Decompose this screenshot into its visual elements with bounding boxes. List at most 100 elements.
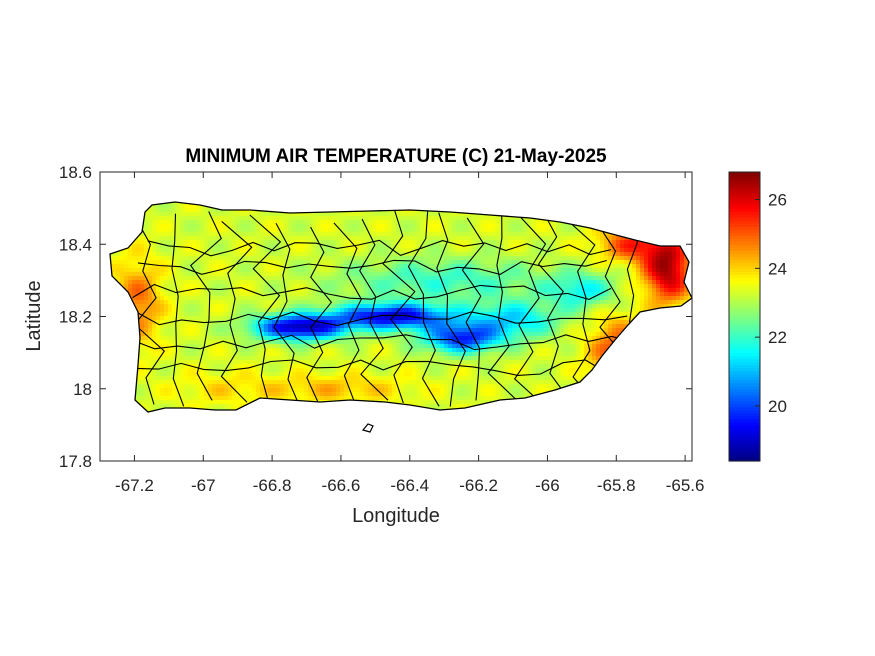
heatmap-cell-1871 [484, 244, 489, 249]
heatmap-cell-3966 [576, 300, 581, 305]
heatmap-cell-910 [192, 220, 197, 225]
heatmap-cell-1422 [464, 232, 469, 237]
heatmap-cell-2576 [344, 264, 349, 269]
heatmap-cell-2196 [600, 252, 605, 257]
heatmap-cell-2015 [468, 248, 473, 253]
heatmap-cell-2545 [220, 264, 225, 269]
heatmap-cell-2304 [440, 256, 445, 261]
heatmap-cell-3035 [404, 276, 409, 281]
heatmap-cell-2157 [444, 252, 449, 257]
heatmap-cell-4350 [336, 312, 341, 317]
heatmap-cell-1256 [392, 228, 397, 233]
heatmap-cell-3719 [180, 296, 185, 301]
heatmap-cell-993 [524, 220, 529, 225]
heatmap-cell-4548 [536, 316, 541, 321]
heatmap-cell-2180 [536, 252, 541, 257]
heatmap-cell-1270 [448, 228, 453, 233]
heatmap-cell-2484 [568, 260, 573, 265]
heatmap-cell-1255 [388, 228, 393, 233]
heatmap-cell-2805 [668, 268, 673, 273]
heatmap-cell-2616 [504, 264, 509, 269]
heatmap-cell-2292 [392, 256, 397, 261]
heatmap-cell-4989 [524, 328, 529, 333]
heatmap-cell-4152 [136, 308, 141, 313]
heatmap-cell-1110 [400, 224, 405, 229]
heatmap-cell-4066 [384, 304, 389, 309]
heatmap-cell-4356 [360, 312, 365, 317]
heatmap-cell-1749 [588, 240, 593, 245]
heatmap-cell-4227 [436, 308, 441, 313]
heatmap-cell-2920 [536, 272, 541, 277]
heatmap-cell-472 [216, 208, 221, 213]
heatmap-cell-3381 [604, 284, 609, 289]
heatmap-cell-4568 [616, 316, 621, 321]
heatmap-cell-1407 [404, 232, 409, 237]
heatmap-cell-2656 [664, 264, 669, 269]
heatmap-cell-4341 [300, 312, 305, 317]
heatmap-cell-2273 [316, 256, 321, 261]
heatmap-cell-1421 [460, 232, 465, 237]
heatmap-cell-4713 [604, 320, 609, 325]
heatmap-cell-3611 [340, 292, 345, 297]
heatmap-cell-4669 [428, 320, 433, 325]
heatmap-cell-2474 [528, 260, 533, 265]
heatmap-cell-4705 [572, 320, 577, 325]
heatmap-cell-2971 [148, 276, 153, 281]
heatmap-cell-4676 [456, 320, 461, 325]
heatmap-cell-2272 [312, 256, 317, 261]
heatmap-cell-2519 [116, 264, 121, 269]
heatmap-cell-2507 [660, 260, 665, 265]
heatmap-cell-3613 [348, 292, 353, 297]
heatmap-cell-1379 [292, 232, 297, 237]
heatmap-cell-4883 [692, 324, 697, 329]
heatmap-cell-4225 [428, 308, 433, 313]
heatmap-cell-3963 [564, 300, 569, 305]
heatmap-cell-1691 [356, 240, 361, 245]
heatmap-cell-3317 [348, 284, 353, 289]
heatmap-cell-1705 [412, 240, 417, 245]
heatmap-cell-4569 [620, 316, 625, 321]
heatmap-cell-648 [328, 212, 333, 217]
heatmap-cell-3815 [564, 296, 569, 301]
heatmap-cell-3960 [552, 300, 557, 305]
heatmap-cell-3583 [228, 292, 233, 297]
heatmap-cell-638 [288, 212, 293, 217]
heatmap-cell-4926 [272, 328, 277, 333]
heatmap-cell-1208 [200, 228, 205, 233]
heatmap-cell-994 [528, 220, 533, 225]
heatmap-cell-2865 [316, 272, 321, 277]
heatmap-cell-1523 [276, 236, 281, 241]
heatmap-cell-1196 [152, 228, 157, 233]
heatmap-cell-1730 [512, 240, 517, 245]
heatmap-cell-4944 [344, 328, 349, 333]
heatmap-cell-2104 [232, 252, 237, 257]
heatmap-cell-4539 [500, 316, 505, 321]
heatmap-cell-909 [188, 220, 193, 225]
heatmap-cell-3478 [400, 288, 405, 293]
heatmap-cell-1087 [308, 224, 313, 229]
heatmap-cell-4303 [148, 312, 153, 317]
heatmap-cell-1546 [368, 236, 373, 241]
heatmap-cell-3361 [524, 284, 529, 289]
heatmap-cell-2057 [636, 248, 641, 253]
heatmap-cell-2288 [376, 256, 381, 261]
heatmap-cell-1194 [144, 228, 149, 233]
heatmap-cell-4821 [444, 324, 449, 329]
heatmap-cell-802 [352, 216, 357, 221]
heatmap-cell-3987 [660, 300, 665, 305]
heatmap-cell-3600 [296, 292, 301, 297]
heatmap-cell-4175 [228, 308, 233, 313]
heatmap-cell-4910 [208, 328, 213, 333]
heatmap-cell-2595 [420, 264, 425, 269]
heatmap-cell-4959 [404, 328, 409, 333]
heatmap-cell-824 [440, 216, 445, 221]
heatmap-cell-3473 [380, 288, 385, 293]
heatmap-cell-3275 [180, 284, 185, 289]
heatmap-cell-4647 [340, 320, 345, 325]
heatmap-cell-1118 [432, 224, 437, 229]
heatmap-cell-3224 [568, 280, 573, 285]
heatmap-cell-2612 [488, 264, 493, 269]
heatmap-cell-1900 [600, 244, 605, 249]
heatmap-cell-1753 [604, 240, 609, 245]
heatmap-cell-4659 [388, 320, 393, 325]
